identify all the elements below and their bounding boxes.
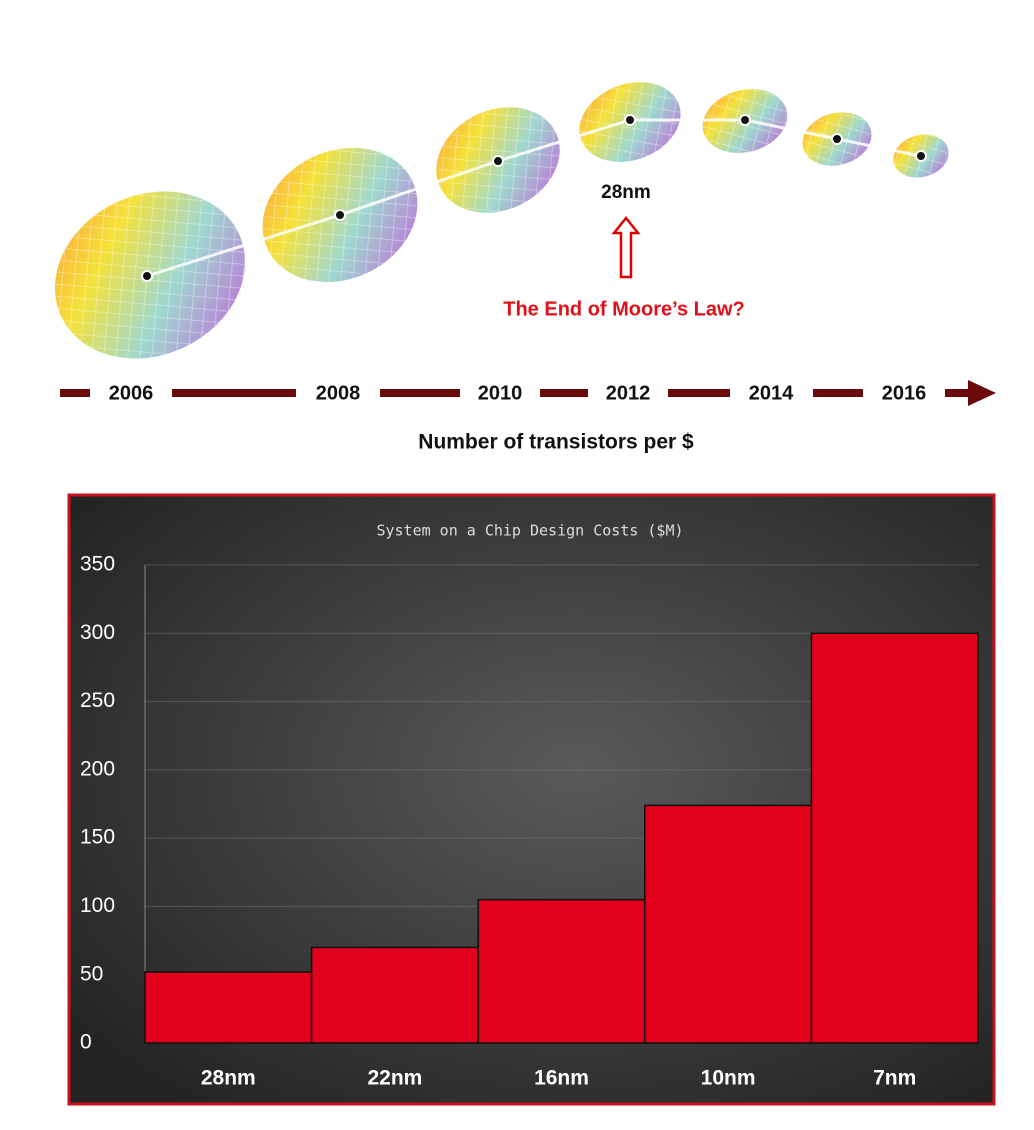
x-tick-label: 22nm bbox=[367, 1067, 422, 1090]
timeline bbox=[60, 380, 996, 406]
node-label: 28nm bbox=[601, 182, 651, 203]
year-label: 2008 bbox=[316, 382, 361, 404]
year-label: 2014 bbox=[749, 382, 794, 404]
y-tick-label: 0 bbox=[80, 1031, 92, 1054]
bar bbox=[477, 898, 646, 1044]
year-label: 2006 bbox=[109, 382, 154, 404]
bar bbox=[144, 971, 313, 1044]
y-tick-label: 300 bbox=[80, 621, 115, 644]
caption: Number of transistors per $ bbox=[418, 431, 694, 454]
y-tick-label: 100 bbox=[80, 894, 115, 917]
bar bbox=[810, 632, 979, 1044]
bar bbox=[310, 946, 479, 1044]
y-tick-label: 250 bbox=[80, 689, 115, 712]
x-tick-label: 16nm bbox=[534, 1067, 589, 1090]
y-tick-label: 50 bbox=[80, 962, 103, 985]
bar bbox=[644, 804, 813, 1044]
year-label: 2016 bbox=[882, 382, 927, 404]
y-tick-label: 150 bbox=[80, 826, 115, 849]
arrow bbox=[611, 215, 641, 279]
year-label: 2010 bbox=[478, 382, 523, 404]
year-label: 2012 bbox=[606, 382, 651, 404]
chart-title: System on a Chip Design Costs ($M) bbox=[376, 522, 683, 540]
y-tick-label: 200 bbox=[80, 757, 115, 780]
x-tick-label: 10nm bbox=[701, 1067, 756, 1090]
annotation: The End of Moore’s Law? bbox=[503, 298, 744, 320]
y-tick-label: 350 bbox=[80, 553, 115, 576]
x-tick-label: 7nm bbox=[873, 1067, 916, 1090]
wafers bbox=[54, 82, 949, 359]
x-tick-label: 28nm bbox=[201, 1067, 256, 1090]
